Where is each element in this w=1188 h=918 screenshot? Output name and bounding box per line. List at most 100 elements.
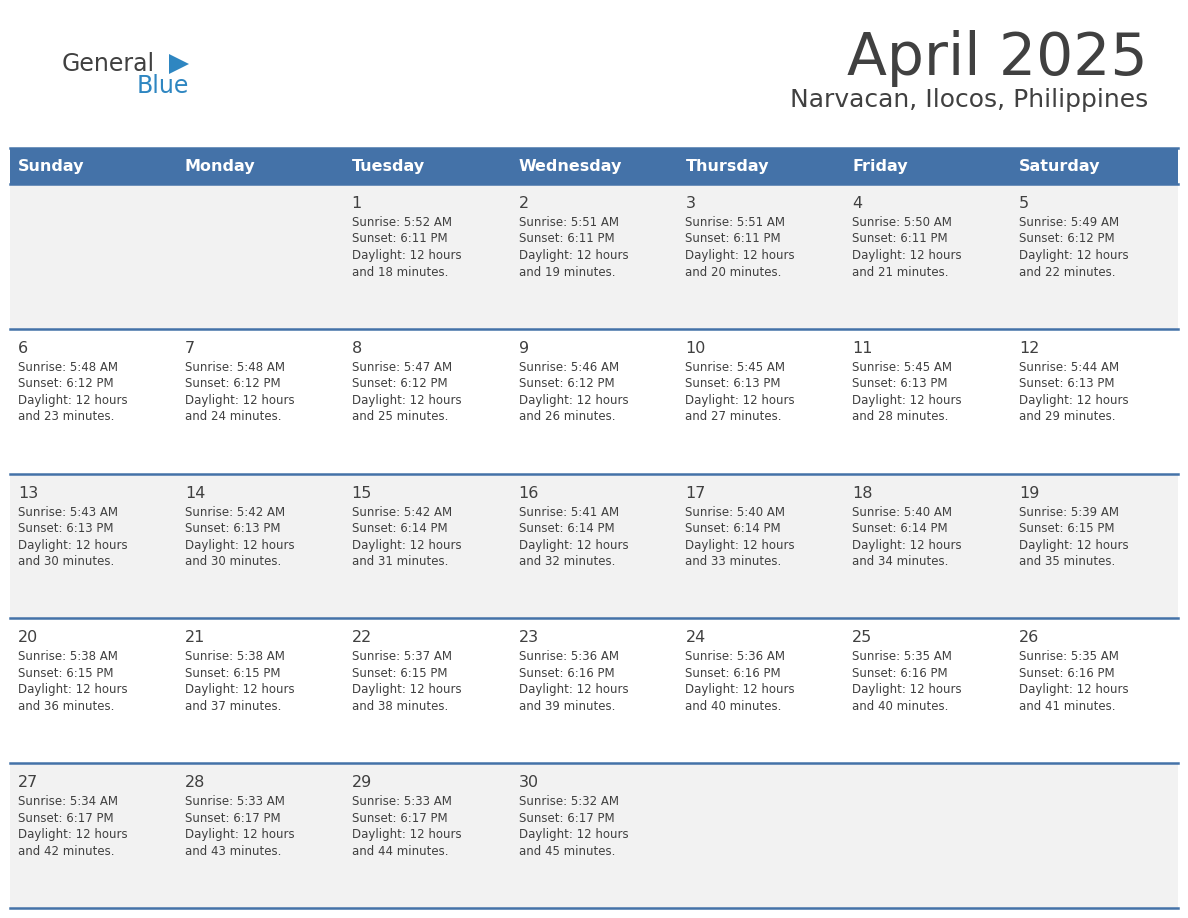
Text: Sunrise: 5:35 AM: Sunrise: 5:35 AM: [1019, 650, 1119, 664]
Text: Sunset: 6:17 PM: Sunset: 6:17 PM: [185, 812, 280, 824]
Text: Sunrise: 5:44 AM: Sunrise: 5:44 AM: [1019, 361, 1119, 374]
Text: 17: 17: [685, 486, 706, 500]
Text: Saturday: Saturday: [1019, 159, 1100, 174]
Text: and 40 minutes.: and 40 minutes.: [685, 700, 782, 713]
Text: Daylight: 12 hours: Daylight: 12 hours: [852, 539, 962, 552]
Text: and 40 minutes.: and 40 minutes.: [852, 700, 949, 713]
Text: and 20 minutes.: and 20 minutes.: [685, 265, 782, 278]
Text: Sunset: 6:12 PM: Sunset: 6:12 PM: [519, 377, 614, 390]
Text: Sunrise: 5:41 AM: Sunrise: 5:41 AM: [519, 506, 619, 519]
Polygon shape: [169, 54, 189, 74]
Text: and 26 minutes.: and 26 minutes.: [519, 410, 615, 423]
Text: 7: 7: [185, 341, 195, 356]
Text: Sunset: 6:15 PM: Sunset: 6:15 PM: [352, 666, 447, 680]
Bar: [10, 184, 1178, 329]
Text: Daylight: 12 hours: Daylight: 12 hours: [852, 249, 962, 262]
Text: Sunrise: 5:50 AM: Sunrise: 5:50 AM: [852, 216, 952, 229]
Text: Sunrise: 5:35 AM: Sunrise: 5:35 AM: [852, 650, 952, 664]
Text: Sunrise: 5:42 AM: Sunrise: 5:42 AM: [185, 506, 285, 519]
Text: Sunrise: 5:48 AM: Sunrise: 5:48 AM: [185, 361, 285, 374]
Text: Daylight: 12 hours: Daylight: 12 hours: [685, 249, 795, 262]
Text: 2: 2: [519, 196, 529, 211]
Text: Sunset: 6:13 PM: Sunset: 6:13 PM: [185, 522, 280, 535]
Text: 13: 13: [18, 486, 38, 500]
Text: Sunset: 6:12 PM: Sunset: 6:12 PM: [352, 377, 448, 390]
Text: Sunrise: 5:48 AM: Sunrise: 5:48 AM: [18, 361, 118, 374]
Text: 25: 25: [852, 631, 872, 645]
Text: and 34 minutes.: and 34 minutes.: [852, 555, 949, 568]
Text: Sunrise: 5:52 AM: Sunrise: 5:52 AM: [352, 216, 451, 229]
Text: 26: 26: [1019, 631, 1040, 645]
Text: Tuesday: Tuesday: [352, 159, 425, 174]
Text: Sunset: 6:12 PM: Sunset: 6:12 PM: [18, 377, 114, 390]
Text: 8: 8: [352, 341, 362, 356]
Text: 27: 27: [18, 775, 38, 790]
Text: Daylight: 12 hours: Daylight: 12 hours: [185, 394, 295, 407]
Text: Sunrise: 5:37 AM: Sunrise: 5:37 AM: [352, 650, 451, 664]
Text: Sunset: 6:14 PM: Sunset: 6:14 PM: [852, 522, 948, 535]
Text: and 31 minutes.: and 31 minutes.: [352, 555, 448, 568]
Text: Daylight: 12 hours: Daylight: 12 hours: [519, 539, 628, 552]
Text: 10: 10: [685, 341, 706, 356]
Text: 6: 6: [18, 341, 29, 356]
Text: 23: 23: [519, 631, 538, 645]
Text: and 39 minutes.: and 39 minutes.: [519, 700, 615, 713]
Text: Thursday: Thursday: [685, 159, 769, 174]
Text: Sunset: 6:17 PM: Sunset: 6:17 PM: [18, 812, 114, 824]
Text: 24: 24: [685, 631, 706, 645]
Text: Sunset: 6:16 PM: Sunset: 6:16 PM: [852, 666, 948, 680]
Text: 3: 3: [685, 196, 695, 211]
Text: Sunrise: 5:38 AM: Sunrise: 5:38 AM: [185, 650, 285, 664]
Text: Sunrise: 5:32 AM: Sunrise: 5:32 AM: [519, 795, 619, 808]
Text: and 28 minutes.: and 28 minutes.: [852, 410, 949, 423]
Text: and 22 minutes.: and 22 minutes.: [1019, 265, 1116, 278]
Text: Sunrise: 5:45 AM: Sunrise: 5:45 AM: [685, 361, 785, 374]
Text: Daylight: 12 hours: Daylight: 12 hours: [519, 394, 628, 407]
Text: Sunset: 6:17 PM: Sunset: 6:17 PM: [519, 812, 614, 824]
Text: Sunrise: 5:33 AM: Sunrise: 5:33 AM: [185, 795, 285, 808]
Text: Sunset: 6:12 PM: Sunset: 6:12 PM: [185, 377, 280, 390]
Text: Daylight: 12 hours: Daylight: 12 hours: [352, 394, 461, 407]
Text: 18: 18: [852, 486, 873, 500]
Text: Sunrise: 5:45 AM: Sunrise: 5:45 AM: [852, 361, 953, 374]
Text: Daylight: 12 hours: Daylight: 12 hours: [1019, 249, 1129, 262]
Text: and 23 minutes.: and 23 minutes.: [18, 410, 114, 423]
Text: Sunset: 6:11 PM: Sunset: 6:11 PM: [519, 232, 614, 245]
Text: and 21 minutes.: and 21 minutes.: [852, 265, 949, 278]
Text: 15: 15: [352, 486, 372, 500]
Text: and 30 minutes.: and 30 minutes.: [185, 555, 282, 568]
Text: Sunrise: 5:38 AM: Sunrise: 5:38 AM: [18, 650, 118, 664]
Text: Sunrise: 5:36 AM: Sunrise: 5:36 AM: [519, 650, 619, 664]
Text: Daylight: 12 hours: Daylight: 12 hours: [685, 683, 795, 697]
Text: Daylight: 12 hours: Daylight: 12 hours: [352, 683, 461, 697]
Text: Daylight: 12 hours: Daylight: 12 hours: [18, 828, 127, 841]
Text: 20: 20: [18, 631, 38, 645]
Text: Sunrise: 5:43 AM: Sunrise: 5:43 AM: [18, 506, 118, 519]
Text: April 2025: April 2025: [847, 30, 1148, 87]
Text: Daylight: 12 hours: Daylight: 12 hours: [519, 249, 628, 262]
Text: 29: 29: [352, 775, 372, 790]
Text: Wednesday: Wednesday: [519, 159, 623, 174]
Text: Sunrise: 5:51 AM: Sunrise: 5:51 AM: [519, 216, 619, 229]
Text: and 32 minutes.: and 32 minutes.: [519, 555, 615, 568]
Text: 22: 22: [352, 631, 372, 645]
Text: and 18 minutes.: and 18 minutes.: [352, 265, 448, 278]
Bar: [10, 148, 1178, 184]
Text: Daylight: 12 hours: Daylight: 12 hours: [519, 828, 628, 841]
Text: Daylight: 12 hours: Daylight: 12 hours: [1019, 539, 1129, 552]
Text: Daylight: 12 hours: Daylight: 12 hours: [852, 683, 962, 697]
Text: Sunrise: 5:46 AM: Sunrise: 5:46 AM: [519, 361, 619, 374]
Text: Daylight: 12 hours: Daylight: 12 hours: [185, 683, 295, 697]
Text: 21: 21: [185, 631, 206, 645]
Text: Sunset: 6:15 PM: Sunset: 6:15 PM: [18, 666, 114, 680]
Text: and 33 minutes.: and 33 minutes.: [685, 555, 782, 568]
Text: and 37 minutes.: and 37 minutes.: [185, 700, 282, 713]
Text: Narvacan, Ilocos, Philippines: Narvacan, Ilocos, Philippines: [790, 88, 1148, 112]
Text: Sunset: 6:14 PM: Sunset: 6:14 PM: [519, 522, 614, 535]
Text: and 43 minutes.: and 43 minutes.: [185, 845, 282, 857]
Text: Daylight: 12 hours: Daylight: 12 hours: [18, 683, 127, 697]
Text: Daylight: 12 hours: Daylight: 12 hours: [852, 394, 962, 407]
Text: Daylight: 12 hours: Daylight: 12 hours: [685, 539, 795, 552]
Text: Daylight: 12 hours: Daylight: 12 hours: [185, 539, 295, 552]
Text: and 41 minutes.: and 41 minutes.: [1019, 700, 1116, 713]
